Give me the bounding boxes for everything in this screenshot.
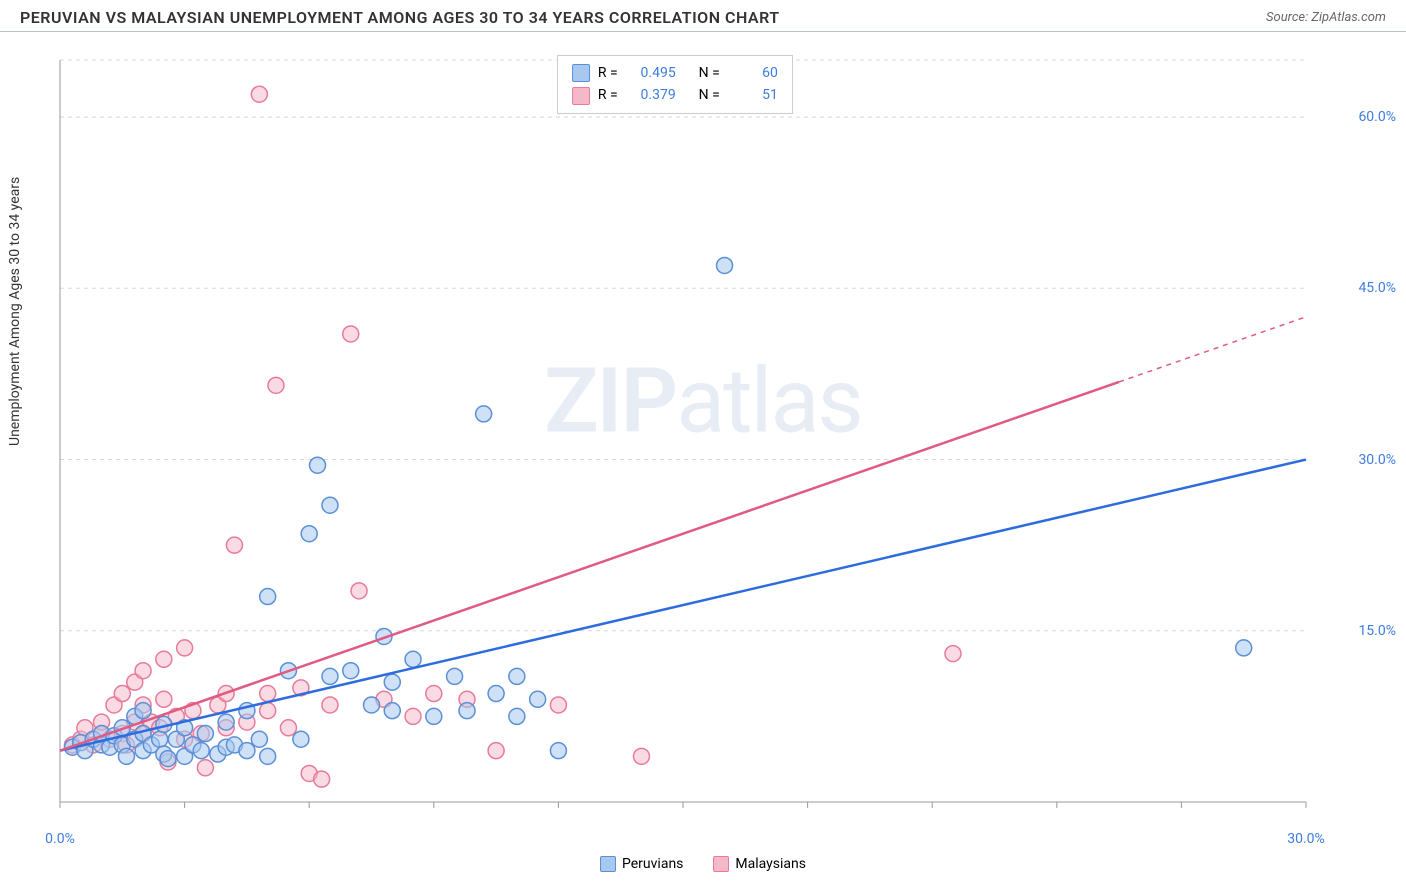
chart-plot-area: [50, 50, 1376, 822]
y-tick-label: 15.0%: [1358, 623, 1396, 639]
correlation-stats-box: R = 0.495 N = 60 R = 0.379 N = 51: [557, 55, 793, 114]
stats-R-value-malaysians: 0.379: [626, 84, 676, 106]
x-tick-label: 30.0%: [1287, 831, 1325, 847]
chart-title: PERUVIAN VS MALAYSIAN UNEMPLOYMENT AMONG…: [20, 8, 780, 27]
scatter-chart-svg: [50, 50, 1376, 822]
legend-item-peruvians: Peruvians: [600, 856, 683, 872]
y-tick-label: 45.0%: [1358, 280, 1396, 296]
stats-row-peruvians: R = 0.495 N = 60: [572, 62, 778, 84]
stats-R-label: R =: [598, 84, 618, 106]
stats-N-label: N =: [699, 62, 720, 84]
chart-header: PERUVIAN VS MALAYSIAN UNEMPLOYMENT AMONG…: [0, 0, 1406, 32]
swatch-malaysians: [572, 87, 590, 105]
legend-label-peruvians: Peruvians: [622, 856, 683, 872]
stats-N-label: N =: [699, 84, 720, 106]
y-tick-label: 30.0%: [1358, 452, 1396, 468]
stats-row-malaysians: R = 0.379 N = 51: [572, 84, 778, 106]
stats-R-value-peruvians: 0.495: [626, 62, 676, 84]
swatch-peruvians: [572, 64, 590, 82]
y-tick-label: 60.0%: [1358, 109, 1396, 125]
legend-bottom: Peruvians Malaysians: [600, 856, 806, 872]
swatch-peruvians: [600, 856, 616, 872]
stats-N-value-peruvians: 60: [728, 62, 778, 84]
legend-item-malaysians: Malaysians: [713, 856, 806, 872]
stats-N-value-malaysians: 51: [728, 84, 778, 106]
y-axis-label: Unemployment Among Ages 30 to 34 years: [7, 177, 23, 446]
x-tick-label: 0.0%: [45, 831, 75, 847]
legend-label-malaysians: Malaysians: [735, 856, 806, 872]
swatch-malaysians: [713, 856, 729, 872]
source-attribution: Source: ZipAtlas.com: [1266, 10, 1386, 25]
stats-R-label: R =: [598, 62, 618, 84]
